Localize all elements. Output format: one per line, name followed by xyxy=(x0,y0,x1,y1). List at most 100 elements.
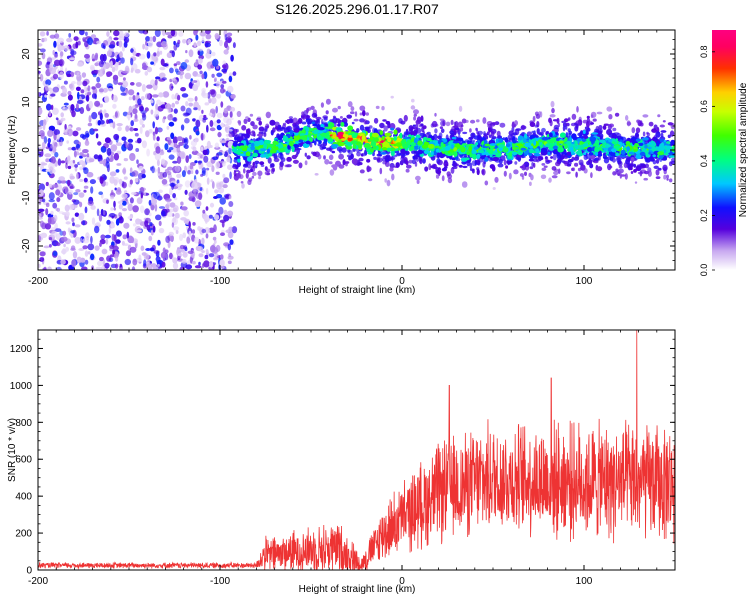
signal-halo-blob xyxy=(490,131,495,137)
signal-halo-blob xyxy=(373,156,377,160)
noise-blob xyxy=(99,54,105,62)
signal-halo-blob xyxy=(643,177,648,181)
signal-halo-blob xyxy=(414,161,418,167)
noise-blob xyxy=(156,51,160,57)
noise-blob xyxy=(86,171,94,178)
noise-blob xyxy=(195,119,201,128)
noise-blob xyxy=(227,243,231,251)
noise-blob xyxy=(135,82,142,87)
noise-blob xyxy=(166,201,171,206)
noise-blob xyxy=(227,210,234,217)
noise-blob xyxy=(70,230,75,234)
signal-halo-blob xyxy=(583,168,588,174)
noise-blob xyxy=(130,82,135,86)
noise-blob xyxy=(44,153,52,158)
signal-halo-blob xyxy=(305,118,311,123)
noise-blob xyxy=(38,43,43,47)
signal-core-blob xyxy=(582,143,589,148)
signal-core-blob xyxy=(250,143,255,148)
signal-halo-blob xyxy=(565,132,569,138)
signal-halo-blob xyxy=(382,119,387,122)
signal-core-blob xyxy=(625,141,631,146)
noise-blob xyxy=(115,263,119,269)
noise-blob xyxy=(58,211,64,214)
signal-halo-blob xyxy=(596,111,603,115)
noise-blob xyxy=(162,171,168,178)
noise-blob xyxy=(198,253,204,258)
signal-core-blob xyxy=(239,136,244,141)
signal-halo-blob xyxy=(440,120,445,127)
signal-core-blob xyxy=(639,151,646,156)
signal-halo-blob xyxy=(471,160,477,167)
noise-blob xyxy=(66,140,69,144)
signal-halo-blob xyxy=(418,124,424,128)
signal-halo-blob xyxy=(265,111,271,119)
noise-blob xyxy=(222,80,227,84)
noise-blob xyxy=(121,80,129,88)
noise-blob xyxy=(103,40,108,46)
signal-core-blob xyxy=(270,149,277,154)
noise-blob xyxy=(67,179,71,187)
noise-blob xyxy=(131,170,139,177)
signal-halo-blob xyxy=(296,120,303,124)
signal-halo-blob xyxy=(548,177,552,183)
noise-blob xyxy=(106,255,112,262)
noise-blob xyxy=(227,128,233,132)
signal-halo-blob xyxy=(497,163,504,168)
signal-core-blob xyxy=(350,140,358,145)
signal-halo-blob xyxy=(424,166,429,172)
noise-blob xyxy=(76,80,83,86)
noise-blob xyxy=(193,236,200,244)
signal-halo-blob xyxy=(284,164,290,168)
signal-core-blob xyxy=(571,133,577,140)
noise-blob xyxy=(202,209,206,214)
signal-core-blob xyxy=(267,143,274,148)
signal-halo-blob xyxy=(469,128,472,133)
noise-blob xyxy=(220,87,225,94)
noise-blob xyxy=(96,40,101,45)
y-tick-label: 10 xyxy=(21,96,32,108)
noise-blob xyxy=(140,245,145,252)
signal-halo-blob xyxy=(406,164,412,169)
signal-core-blob xyxy=(538,139,543,143)
signal-core-blob xyxy=(345,131,349,135)
y-tick-label: 400 xyxy=(15,492,32,503)
colorbar-tick-label: 0.8 xyxy=(699,46,709,59)
signal-halo-blob xyxy=(508,172,512,180)
noise-blob xyxy=(159,66,166,71)
noise-blob xyxy=(87,85,91,92)
noise-blob xyxy=(204,42,211,48)
noise-blob xyxy=(157,166,161,174)
noise-blob xyxy=(78,212,85,221)
noise-blob xyxy=(59,119,64,123)
noise-blob xyxy=(62,86,67,95)
signal-core-blob xyxy=(430,151,434,156)
noise-blob xyxy=(134,132,139,137)
noise-blob xyxy=(91,111,98,120)
noise-blob xyxy=(92,40,96,45)
signal-core-blob xyxy=(653,137,658,141)
signal-halo-blob xyxy=(285,126,291,131)
noise-blob xyxy=(127,138,134,143)
signal-halo-blob xyxy=(597,155,601,161)
noise-blob xyxy=(174,212,180,219)
noise-blob xyxy=(149,36,153,42)
noise-blob xyxy=(153,52,157,57)
noise-blob xyxy=(213,239,217,244)
signal-halo-blob xyxy=(275,125,278,130)
noise-blob xyxy=(52,251,58,257)
signal-halo-blob xyxy=(381,106,385,111)
signal-halo-blob xyxy=(389,162,395,169)
noise-blob xyxy=(123,243,129,247)
noise-blob xyxy=(137,98,142,106)
signal-core-blob xyxy=(647,146,652,150)
noise-blob xyxy=(73,150,77,158)
noise-blob xyxy=(94,100,101,107)
signal-core-blob xyxy=(590,155,596,160)
noise-blob xyxy=(204,254,209,260)
noise-blob xyxy=(149,222,153,227)
signal-halo-blob xyxy=(257,170,263,177)
noise-blob xyxy=(69,50,77,56)
noise-blob xyxy=(82,237,90,244)
noise-blob xyxy=(155,266,159,270)
